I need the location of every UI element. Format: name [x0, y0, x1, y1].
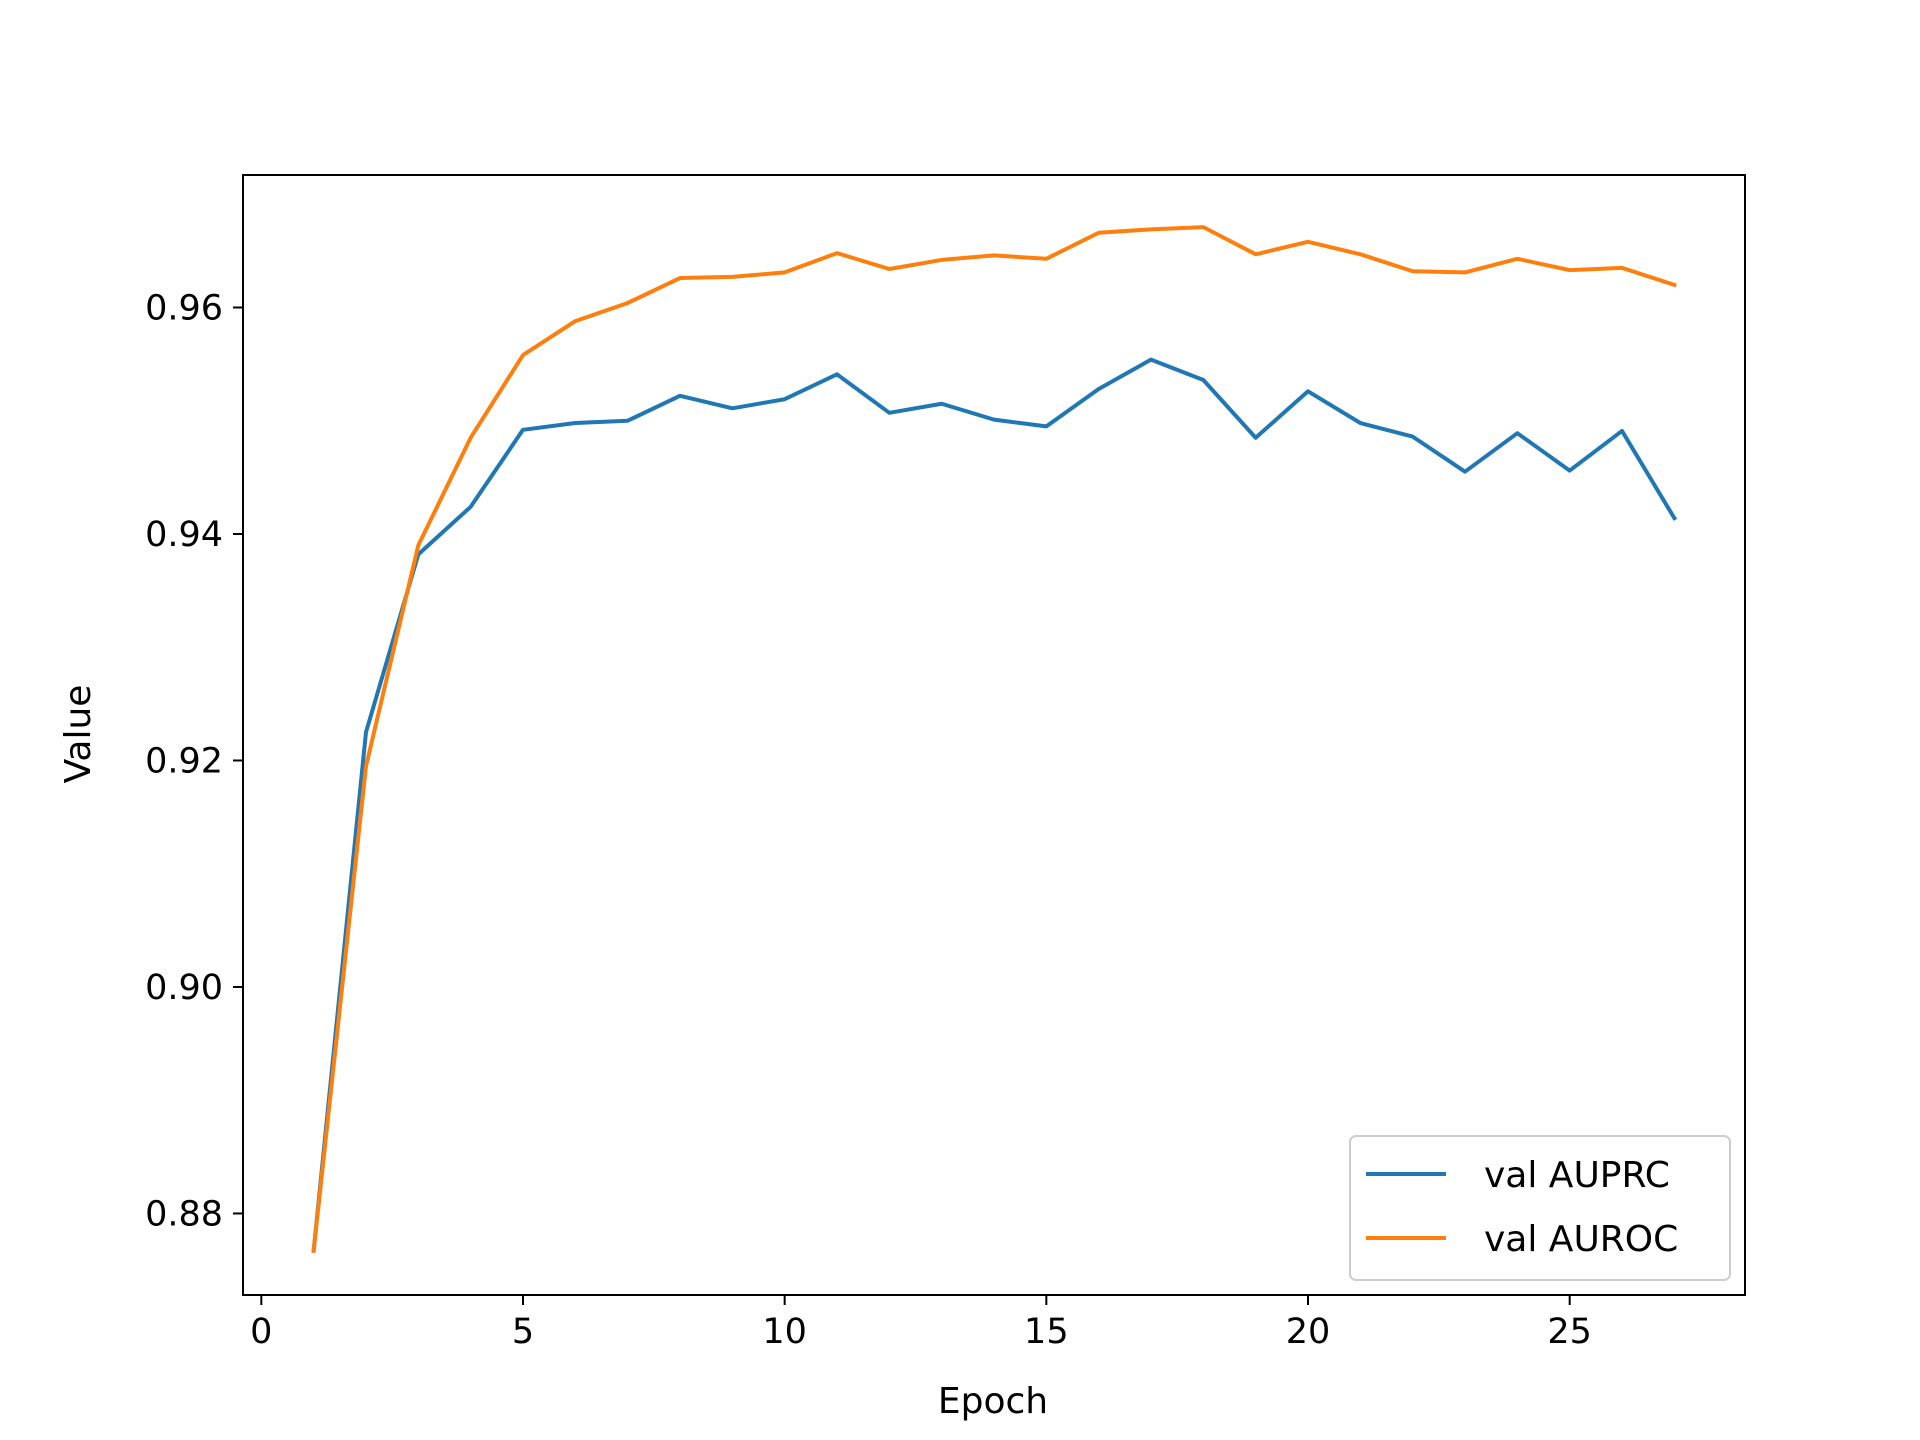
- y-tick-label: 0.96: [145, 288, 223, 328]
- legend-label-2: val AUROC: [1484, 1219, 1678, 1260]
- x-tick-label: 25: [1547, 1312, 1592, 1352]
- x-axis-title: Epoch: [938, 1381, 1048, 1422]
- x-tick-label: 5: [512, 1312, 534, 1352]
- x-tick-label: 10: [762, 1312, 807, 1352]
- series-line-1: [311, 357, 1678, 1254]
- plot-layer: [311, 225, 1678, 1254]
- axis-layer: 0 5 10 15 20 25 0.88 0.90 0.92 0.94 0.96: [145, 174, 1746, 1352]
- y-axis-title: Value: [58, 685, 99, 784]
- y-tick-label: 0.92: [145, 741, 223, 781]
- legend: val AUPRC val AUROC: [1349, 1135, 1731, 1281]
- y-tick-label: 0.94: [145, 515, 223, 555]
- series-line-2: [311, 225, 1677, 1254]
- x-tick-label: 0: [250, 1312, 272, 1352]
- x-tick-label: 15: [1024, 1312, 1069, 1352]
- plot-frame: [242, 174, 1746, 1296]
- legend-label-1: val AUPRC: [1484, 1155, 1670, 1196]
- y-tick-label: 0.90: [145, 968, 223, 1008]
- y-tick-label: 0.88: [145, 1194, 223, 1234]
- x-tick-label: 20: [1286, 1312, 1331, 1352]
